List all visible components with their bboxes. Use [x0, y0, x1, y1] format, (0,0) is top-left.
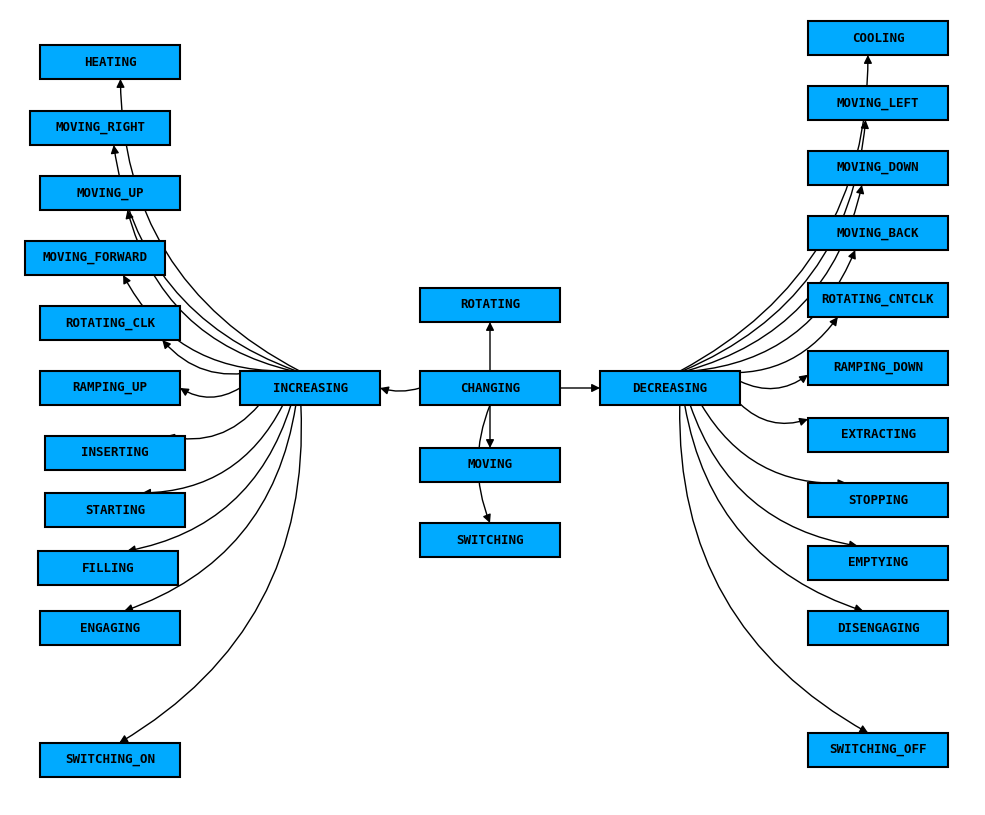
FancyBboxPatch shape: [420, 371, 560, 405]
FancyBboxPatch shape: [808, 21, 948, 55]
FancyBboxPatch shape: [45, 493, 185, 527]
FancyBboxPatch shape: [808, 733, 948, 767]
FancyArrowPatch shape: [710, 318, 837, 372]
FancyArrowPatch shape: [701, 405, 845, 487]
Text: INCREASING: INCREASING: [273, 381, 348, 394]
FancyBboxPatch shape: [808, 151, 948, 185]
FancyArrowPatch shape: [111, 147, 296, 371]
FancyBboxPatch shape: [420, 523, 560, 557]
FancyArrowPatch shape: [478, 405, 491, 522]
Text: ENGAGING: ENGAGING: [80, 622, 140, 635]
Text: INSERTING: INSERTING: [81, 447, 149, 460]
Text: MOVING_RIGHT: MOVING_RIGHT: [55, 121, 145, 134]
Text: COOLING: COOLING: [852, 32, 904, 45]
FancyBboxPatch shape: [808, 86, 948, 120]
FancyBboxPatch shape: [808, 418, 948, 452]
FancyBboxPatch shape: [808, 483, 948, 517]
FancyArrowPatch shape: [487, 405, 493, 447]
Text: MOVING_BACK: MOVING_BACK: [836, 227, 919, 240]
FancyArrowPatch shape: [680, 56, 872, 371]
Text: RAMPING_UP: RAMPING_UP: [73, 381, 148, 394]
Text: SWITCHING_OFF: SWITCHING_OFF: [829, 743, 927, 756]
FancyArrowPatch shape: [740, 403, 807, 425]
FancyBboxPatch shape: [808, 216, 948, 250]
FancyArrowPatch shape: [181, 388, 240, 397]
FancyBboxPatch shape: [420, 288, 560, 322]
Text: CHANGING: CHANGING: [460, 381, 520, 394]
Text: DISENGAGING: DISENGAGING: [836, 622, 919, 635]
FancyArrowPatch shape: [690, 405, 856, 548]
Text: EXTRACTING: EXTRACTING: [840, 429, 915, 442]
Text: DECREASING: DECREASING: [632, 381, 707, 394]
Text: ROTATING: ROTATING: [460, 298, 520, 311]
Text: MOVING_DOWN: MOVING_DOWN: [836, 161, 919, 174]
FancyBboxPatch shape: [40, 306, 180, 340]
FancyArrowPatch shape: [164, 341, 258, 374]
FancyBboxPatch shape: [420, 448, 560, 482]
FancyBboxPatch shape: [600, 371, 740, 405]
FancyBboxPatch shape: [45, 436, 185, 470]
FancyArrowPatch shape: [129, 405, 291, 553]
Text: STARTING: STARTING: [85, 504, 145, 517]
FancyArrowPatch shape: [740, 376, 807, 389]
FancyBboxPatch shape: [240, 371, 380, 405]
Text: MOVING: MOVING: [468, 459, 512, 472]
FancyArrowPatch shape: [487, 324, 493, 371]
Text: HEATING: HEATING: [84, 55, 136, 68]
FancyBboxPatch shape: [40, 743, 180, 777]
Text: STOPPING: STOPPING: [848, 494, 908, 506]
FancyArrowPatch shape: [687, 187, 864, 371]
FancyArrowPatch shape: [381, 387, 420, 394]
Text: FILLING: FILLING: [82, 562, 134, 575]
FancyArrowPatch shape: [124, 276, 282, 371]
FancyBboxPatch shape: [40, 176, 180, 210]
FancyArrowPatch shape: [126, 212, 293, 371]
FancyBboxPatch shape: [808, 351, 948, 385]
Text: ROTATING_CLK: ROTATING_CLK: [65, 316, 155, 329]
Text: EMPTYING: EMPTYING: [848, 557, 908, 570]
FancyArrowPatch shape: [120, 405, 301, 742]
FancyBboxPatch shape: [40, 45, 180, 79]
FancyArrowPatch shape: [167, 405, 259, 441]
FancyBboxPatch shape: [808, 611, 948, 645]
FancyArrowPatch shape: [692, 252, 855, 371]
FancyArrowPatch shape: [144, 405, 283, 496]
FancyBboxPatch shape: [30, 111, 170, 145]
FancyBboxPatch shape: [808, 283, 948, 317]
Text: MOVING_LEFT: MOVING_LEFT: [836, 96, 919, 109]
Text: SWITCHING: SWITCHING: [456, 534, 524, 547]
Text: MOVING_UP: MOVING_UP: [76, 187, 144, 200]
Text: MOVING_FORWARD: MOVING_FORWARD: [42, 252, 148, 265]
FancyBboxPatch shape: [38, 551, 178, 585]
FancyBboxPatch shape: [25, 241, 165, 275]
FancyArrowPatch shape: [117, 81, 299, 371]
FancyBboxPatch shape: [808, 546, 948, 580]
FancyArrowPatch shape: [560, 385, 599, 391]
Text: SWITCHING_ON: SWITCHING_ON: [65, 754, 155, 766]
Text: ROTATING_CNTCLK: ROTATING_CNTCLK: [821, 293, 934, 306]
FancyArrowPatch shape: [683, 121, 868, 371]
Text: RAMPING_DOWN: RAMPING_DOWN: [833, 362, 923, 375]
FancyArrowPatch shape: [680, 405, 867, 732]
FancyArrowPatch shape: [126, 405, 296, 611]
FancyBboxPatch shape: [40, 371, 180, 405]
FancyArrowPatch shape: [685, 405, 862, 611]
FancyBboxPatch shape: [40, 611, 180, 645]
